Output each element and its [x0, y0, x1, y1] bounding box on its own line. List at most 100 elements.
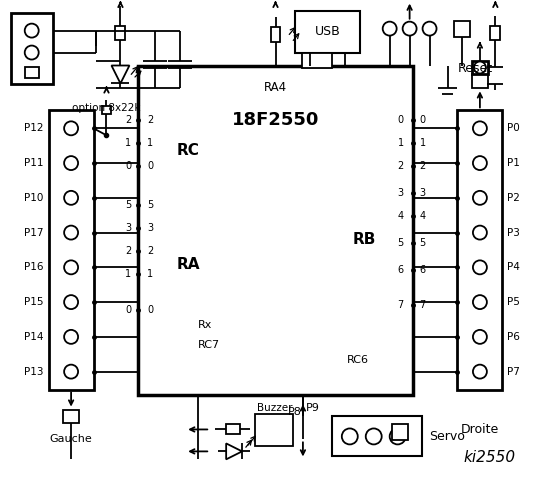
Text: 3: 3 — [126, 223, 132, 233]
Circle shape — [383, 22, 397, 36]
Bar — [302, 52, 332, 68]
Text: 0: 0 — [398, 115, 404, 125]
Text: Droite: Droite — [461, 423, 499, 436]
Text: 2: 2 — [398, 161, 404, 171]
Polygon shape — [226, 444, 242, 459]
Circle shape — [64, 295, 78, 309]
Text: 1: 1 — [398, 138, 404, 148]
Text: Buzzer: Buzzer — [257, 403, 293, 412]
Text: 3: 3 — [398, 188, 404, 198]
Text: 1: 1 — [147, 269, 153, 279]
Text: P9: P9 — [306, 403, 320, 412]
Text: 6: 6 — [398, 265, 404, 275]
Bar — [226, 424, 239, 434]
Bar — [11, 12, 53, 84]
Text: 3: 3 — [147, 223, 153, 233]
Circle shape — [64, 330, 78, 344]
Bar — [63, 409, 79, 423]
Text: P14: P14 — [24, 332, 44, 342]
Circle shape — [25, 24, 39, 37]
Circle shape — [25, 46, 39, 60]
Text: 5: 5 — [147, 200, 154, 210]
Circle shape — [473, 121, 487, 135]
Text: Rx: Rx — [198, 320, 212, 330]
Text: Servo: Servo — [430, 430, 466, 443]
Text: P10: P10 — [24, 193, 44, 203]
Bar — [255, 415, 293, 446]
Text: P8: P8 — [288, 407, 302, 417]
Text: 1: 1 — [126, 138, 132, 148]
Circle shape — [64, 260, 78, 275]
Text: P5: P5 — [507, 297, 520, 307]
Text: 5: 5 — [420, 238, 426, 248]
Circle shape — [473, 260, 487, 275]
Text: 5: 5 — [398, 238, 404, 248]
Text: 3: 3 — [420, 188, 426, 198]
Circle shape — [474, 61, 486, 73]
Text: 1: 1 — [147, 138, 153, 148]
Text: RA: RA — [176, 257, 200, 273]
Circle shape — [403, 22, 416, 36]
Text: 2: 2 — [147, 246, 154, 256]
Circle shape — [64, 156, 78, 170]
Bar — [392, 424, 408, 441]
Bar — [295, 11, 360, 52]
Text: 0: 0 — [420, 115, 426, 125]
Circle shape — [473, 226, 487, 240]
Text: 0: 0 — [126, 161, 132, 171]
Circle shape — [64, 191, 78, 205]
Bar — [332, 417, 421, 456]
Bar — [49, 110, 93, 390]
Text: P1: P1 — [507, 158, 520, 168]
Text: 2: 2 — [420, 161, 426, 171]
Text: RA4: RA4 — [264, 81, 287, 94]
Bar — [491, 26, 500, 40]
Text: 7: 7 — [420, 300, 426, 310]
Text: RC: RC — [177, 143, 200, 158]
Text: P12: P12 — [24, 123, 44, 133]
Circle shape — [342, 429, 358, 444]
Bar — [138, 65, 413, 395]
Text: 5: 5 — [125, 200, 132, 210]
Text: P0: P0 — [507, 123, 520, 133]
Text: 6: 6 — [420, 265, 426, 275]
Circle shape — [366, 429, 382, 444]
Text: 7: 7 — [398, 300, 404, 310]
Text: RB: RB — [353, 232, 377, 248]
Circle shape — [390, 429, 405, 444]
Text: 1: 1 — [420, 138, 426, 148]
Bar — [457, 110, 502, 390]
Text: option 8x22k: option 8x22k — [72, 103, 141, 113]
Text: P11: P11 — [24, 158, 44, 168]
Bar — [102, 107, 112, 114]
Text: 1: 1 — [126, 269, 132, 279]
Text: Gauche: Gauche — [50, 434, 92, 444]
Circle shape — [473, 156, 487, 170]
Polygon shape — [112, 65, 129, 84]
Bar — [270, 27, 280, 42]
Text: P2: P2 — [507, 193, 520, 203]
Circle shape — [64, 121, 78, 135]
Text: 0: 0 — [126, 305, 132, 315]
Circle shape — [64, 226, 78, 240]
Text: 2: 2 — [125, 115, 132, 125]
Text: RC6: RC6 — [347, 355, 369, 365]
Text: 0: 0 — [147, 161, 153, 171]
Text: P6: P6 — [507, 332, 520, 342]
Text: P17: P17 — [24, 228, 44, 238]
Bar — [472, 74, 488, 88]
Text: 0: 0 — [147, 305, 153, 315]
Text: P15: P15 — [24, 297, 44, 307]
Text: 2: 2 — [147, 115, 154, 125]
Bar — [116, 26, 126, 40]
Text: USB: USB — [315, 25, 340, 38]
Text: P13: P13 — [24, 367, 44, 377]
Text: P3: P3 — [507, 228, 520, 238]
Bar — [472, 60, 488, 74]
Text: P4: P4 — [507, 263, 520, 272]
Circle shape — [473, 295, 487, 309]
Circle shape — [422, 22, 436, 36]
Bar — [455, 21, 471, 36]
Circle shape — [64, 365, 78, 379]
Text: ki2550: ki2550 — [463, 450, 515, 465]
